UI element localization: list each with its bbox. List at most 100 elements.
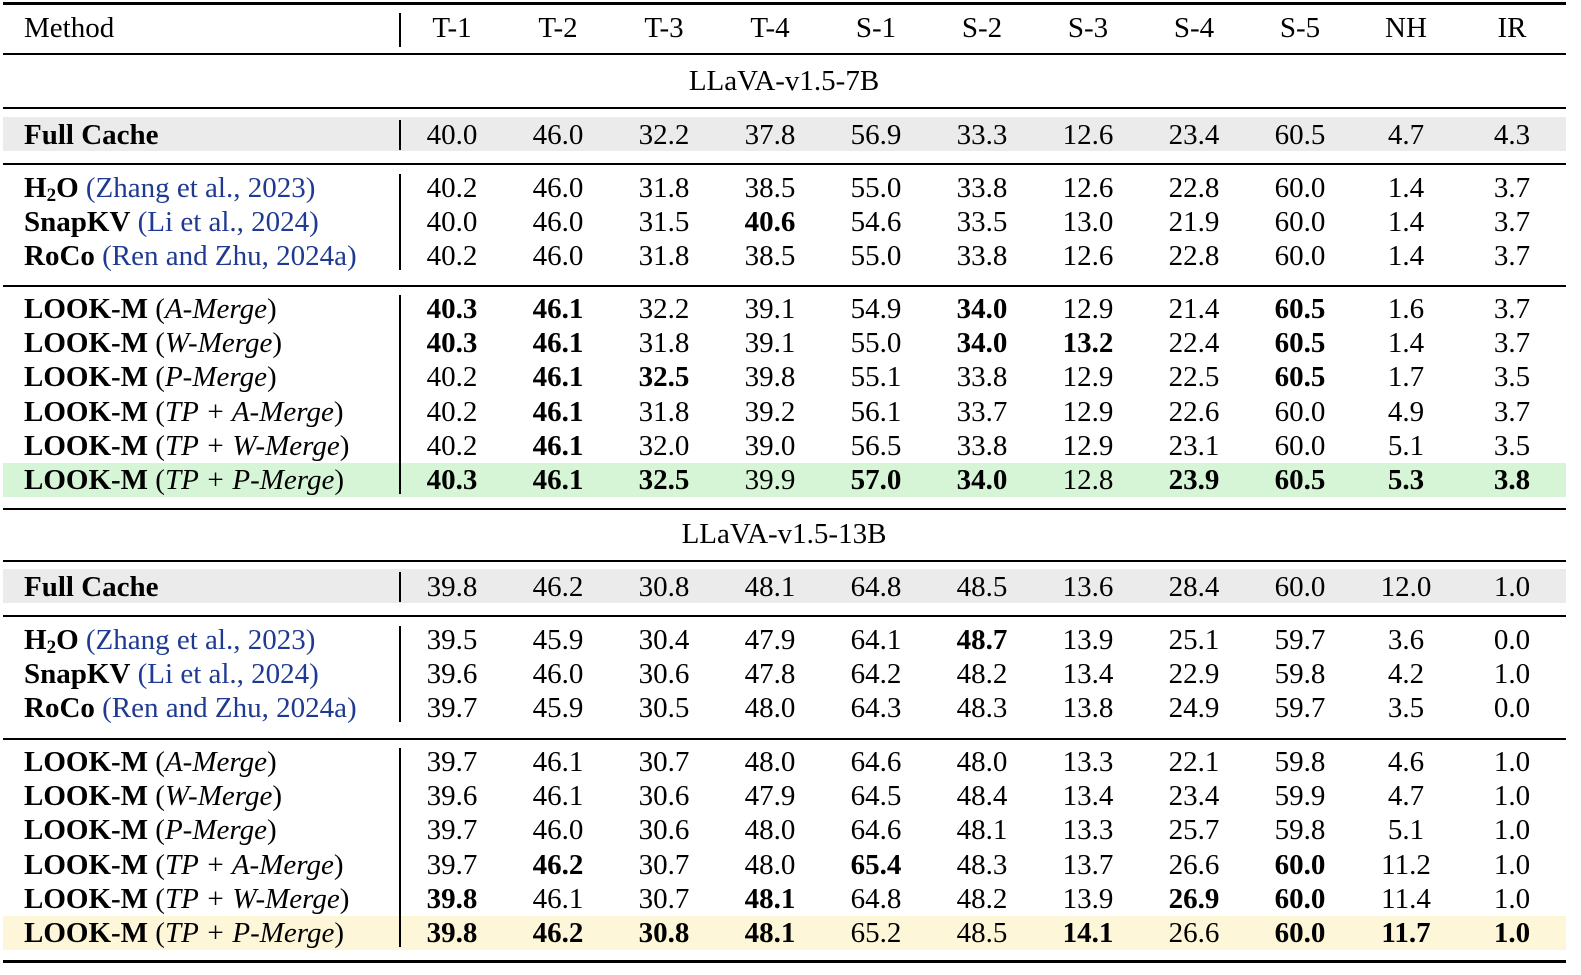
method-column-divider: [399, 174, 401, 270]
value-cell-s-5: 60.0: [1274, 396, 1326, 428]
bottom-rule: [3, 960, 1566, 963]
value-cell-t-3: 32.2: [638, 293, 690, 325]
value-cell-t-1: 40.0: [426, 119, 478, 151]
full-cache-row: Full Cache 39.8 46.2 30.8 48.1 64.8 48.5 13.6 28…: [0, 570, 1581, 604]
value-cell-t-2: 46.0: [532, 658, 584, 690]
method-name: LOOK-M: [24, 849, 149, 881]
value-cell-ir: 3.5: [1493, 430, 1531, 462]
method-name: H2O: [24, 172, 79, 206]
value-cell-ir: 1.0: [1493, 780, 1531, 812]
value-cell-t-1: 39.7: [426, 692, 478, 724]
group-title-rule: [3, 560, 1566, 562]
value-cell-s-1: 54.9: [850, 293, 902, 325]
value-cell-s-4: 25.7: [1168, 814, 1220, 846]
citation-link[interactable]: (Zhang et al., 2023): [85, 624, 316, 656]
value-cell-t-2: 46.1: [532, 396, 584, 428]
value-cell-s-4: 23.4: [1168, 119, 1220, 151]
value-cell-t-4: 48.1: [744, 883, 796, 915]
value-cell-s-3: 12.6: [1062, 119, 1114, 151]
value-cell-s-5: 60.0: [1274, 430, 1326, 462]
value-cell-s-5: 60.5: [1274, 361, 1326, 393]
value-cell-nh: 4.7: [1387, 119, 1425, 151]
value-cell-s-2: 48.3: [956, 692, 1008, 724]
method-name: Full Cache: [24, 571, 159, 603]
value-cell-ir: 3.8: [1493, 464, 1531, 496]
value-cell-t-4: 48.0: [744, 814, 796, 846]
value-cell-s-4: 22.4: [1168, 327, 1220, 359]
value-cell-s-4: 21.9: [1168, 206, 1220, 238]
value-cell-s-5: 60.0: [1274, 172, 1326, 204]
value-cell-t-4: 39.2: [744, 396, 796, 428]
value-cell-s-5: 59.7: [1274, 624, 1326, 656]
value-cell-nh: 1.4: [1387, 327, 1425, 359]
value-cell-s-1: 55.1: [850, 361, 902, 393]
method-cell: LOOK-M (TP + A-Merge): [24, 849, 344, 881]
value-cell-nh: 11.7: [1381, 917, 1431, 949]
method-name: LOOK-M: [24, 361, 149, 393]
group-end-rule: [3, 508, 1566, 510]
method-name-subscript: 2: [46, 185, 57, 206]
value-cell-s-5: 59.8: [1274, 746, 1326, 778]
method-cell: LOOK-M (W-Merge): [24, 780, 282, 812]
value-cell-s-3: 12.9: [1062, 293, 1114, 325]
look-m-row: LOOK-M (W-Merge) 40.3 46.1 31.8 39.1 55.0 34.0…: [0, 326, 1581, 360]
method-name: RoCo: [24, 240, 95, 272]
method-name: LOOK-M: [24, 293, 149, 325]
value-cell-s-5: 60.0: [1274, 883, 1326, 915]
value-cell-s-4: 22.9: [1168, 658, 1220, 690]
value-cell-s-1: 64.8: [850, 571, 902, 603]
value-cell-t-4: 38.5: [744, 172, 796, 204]
value-cell-t-3: 32.0: [638, 430, 690, 462]
header-method-label: Method: [24, 12, 115, 44]
value-cell-ir: 3.7: [1493, 293, 1531, 325]
value-cell-s-5: 59.9: [1274, 780, 1326, 812]
method-cell: RoCo (Ren and Zhu, 2024a): [24, 691, 357, 725]
value-cell-ir: 1.0: [1493, 917, 1531, 949]
value-cell-s-4: 26.9: [1168, 883, 1220, 915]
value-cell-s-4: 23.1: [1168, 430, 1220, 462]
value-cell-t-3: 30.7: [638, 883, 690, 915]
method-name-subscript: 2: [46, 637, 57, 658]
value-cell-t-1: 40.2: [426, 172, 478, 204]
method-name: Full Cache: [24, 119, 159, 151]
value-cell-s-5: 60.5: [1274, 119, 1326, 151]
value-cell-nh: 1.4: [1387, 172, 1425, 204]
citation-link[interactable]: (Li et al., 2024): [137, 658, 319, 690]
value-cell-s-1: 64.8: [850, 883, 902, 915]
value-cell-s-3: 14.1: [1062, 917, 1114, 949]
value-cell-t-4: 39.8: [744, 361, 796, 393]
value-cell-s-2: 34.0: [956, 464, 1008, 496]
value-cell-t-3: 30.7: [638, 746, 690, 778]
method-name-part: H: [24, 624, 47, 656]
baseline-row: SnapKV (Li et al., 2024) 40.0 46.0 31.5 40.6…: [0, 205, 1581, 239]
value-cell-t-2: 46.1: [532, 746, 584, 778]
baseline-row: H2O (Zhang et al., 2023) 40.2 46.0 31.8 38.5…: [0, 171, 1581, 205]
value-cell-s-2: 34.0: [956, 327, 1008, 359]
value-cell-s-3: 13.4: [1062, 658, 1114, 690]
method-variant: W-Merge: [164, 780, 273, 812]
value-cell-t-2: 46.0: [532, 172, 584, 204]
value-cell-ir: 1.0: [1493, 746, 1531, 778]
value-cell-s-2: 48.0: [956, 746, 1008, 778]
value-cell-s-1: 64.3: [850, 692, 902, 724]
value-cell-t-1: 40.2: [426, 361, 478, 393]
citation-link[interactable]: (Ren and Zhu, 2024a): [102, 240, 357, 272]
citation-link[interactable]: (Li et al., 2024): [137, 206, 319, 238]
value-cell-t-1: 39.8: [426, 917, 478, 949]
value-cell-t-4: 48.1: [744, 571, 796, 603]
header-t-2: T-2: [538, 12, 578, 44]
method-name: SnapKV: [24, 206, 131, 238]
value-cell-nh: 5.1: [1387, 814, 1425, 846]
value-cell-t-4: 47.9: [744, 624, 796, 656]
citation-link[interactable]: (Zhang et al., 2023): [85, 172, 316, 204]
method-cell: LOOK-M (P-Merge): [24, 361, 277, 393]
value-cell-t-4: 48.0: [744, 849, 796, 881]
value-cell-s-4: 22.1: [1168, 746, 1220, 778]
value-cell-s-2: 48.5: [956, 917, 1008, 949]
value-cell-ir: 3.7: [1493, 172, 1531, 204]
value-cell-s-3: 13.9: [1062, 883, 1114, 915]
value-cell-t-4: 48.0: [744, 746, 796, 778]
header-s-4: S-4: [1173, 12, 1215, 44]
citation-link[interactable]: (Ren and Zhu, 2024a): [102, 692, 357, 724]
method-name: LOOK-M: [24, 396, 149, 428]
